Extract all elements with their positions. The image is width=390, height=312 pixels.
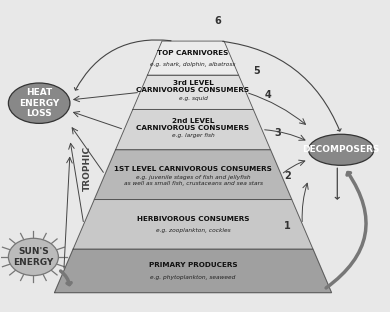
- Ellipse shape: [308, 134, 374, 165]
- Ellipse shape: [9, 83, 70, 123]
- Text: 1ST LEVEL CARNIVOROUS CONSUMERS: 1ST LEVEL CARNIVOROUS CONSUMERS: [114, 166, 272, 172]
- Text: HERBIVOROUS CONSUMERS: HERBIVOROUS CONSUMERS: [137, 216, 249, 222]
- Text: 6: 6: [215, 16, 222, 26]
- Text: HEAT
ENERGY
LOSS: HEAT ENERGY LOSS: [19, 88, 59, 118]
- Ellipse shape: [9, 238, 58, 275]
- Text: 2nd LEVEL
CARNIVOROUS CONSUMERS: 2nd LEVEL CARNIVOROUS CONSUMERS: [136, 118, 250, 130]
- Polygon shape: [94, 150, 292, 199]
- Text: 3rd LEVEL
CARNIVOROUS CONSUMERS: 3rd LEVEL CARNIVOROUS CONSUMERS: [136, 80, 250, 93]
- Text: TROPHIC: TROPHIC: [83, 146, 92, 191]
- Polygon shape: [73, 199, 313, 249]
- Text: e.g. shark, dolphin, albatross: e.g. shark, dolphin, albatross: [151, 62, 236, 67]
- Text: 2: 2: [284, 171, 291, 181]
- Polygon shape: [115, 110, 271, 150]
- Polygon shape: [147, 41, 239, 75]
- Text: TOP CARNIVORES: TOP CARNIVORES: [157, 50, 229, 56]
- Polygon shape: [133, 75, 253, 110]
- Text: e.g. phytoplankton, seaweed: e.g. phytoplankton, seaweed: [151, 275, 236, 280]
- Polygon shape: [55, 249, 332, 293]
- Text: e.g. zooplankton, cockles: e.g. zooplankton, cockles: [156, 228, 230, 233]
- Text: e.g. juvenile stages of fish and jellyfish
as well as small fish, crustaceans an: e.g. juvenile stages of fish and jellyfi…: [124, 175, 262, 186]
- Text: e.g. larger fish: e.g. larger fish: [172, 133, 214, 138]
- Text: 1: 1: [284, 221, 291, 231]
- Text: SUN'S
ENERGY: SUN'S ENERGY: [13, 247, 53, 267]
- Text: PRIMARY PRODUCERS: PRIMARY PRODUCERS: [149, 262, 238, 268]
- Text: 3: 3: [274, 128, 281, 138]
- Text: 5: 5: [253, 66, 260, 76]
- Text: e.g. squid: e.g. squid: [179, 96, 207, 101]
- Text: 4: 4: [265, 90, 271, 100]
- Text: DECOMPOSERS: DECOMPOSERS: [303, 145, 380, 154]
